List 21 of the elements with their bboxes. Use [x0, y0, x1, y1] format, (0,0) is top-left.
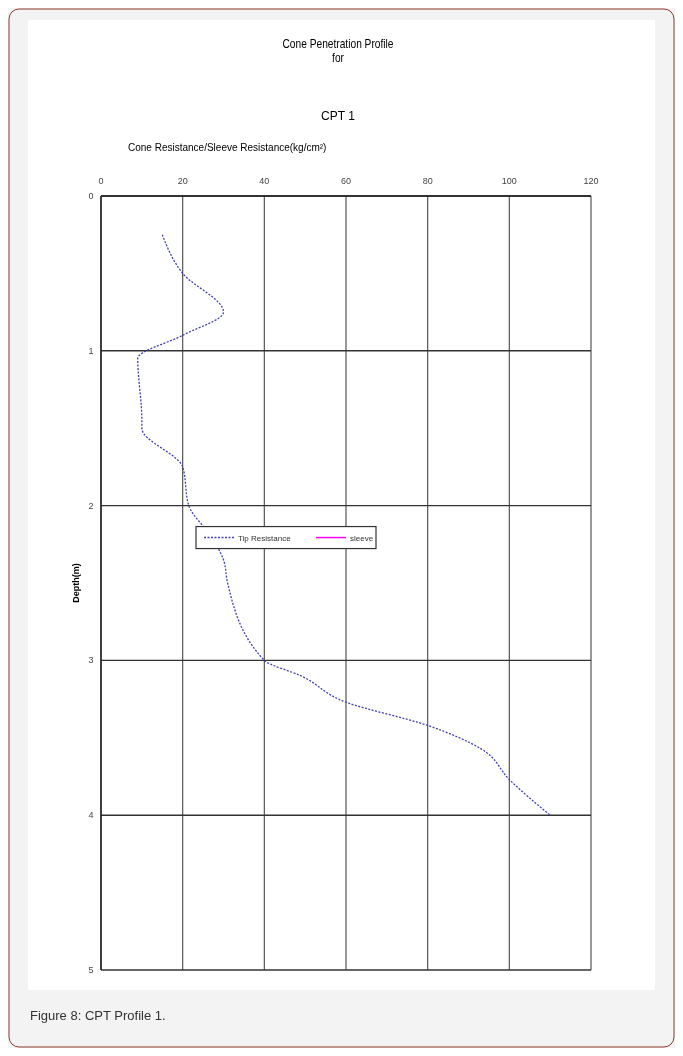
y-tick-label: 3 [88, 655, 94, 666]
line-series [137, 234, 551, 816]
x-axis-title: Cone Resistance/Sleeve Resistance(kg/cm²) [128, 142, 327, 153]
legend-label: sleeve [350, 533, 374, 543]
x-tick-label: 120 [583, 176, 599, 186]
y-tick-label: 0 [88, 191, 94, 201]
y-tick-label: 5 [88, 965, 94, 975]
x-tick-label: 40 [259, 176, 270, 186]
y-tick-label: 4 [88, 810, 94, 821]
x-tick-label: 20 [177, 176, 188, 186]
x-tick-label: 60 [340, 176, 352, 186]
legend-label: Tip Resistance [238, 533, 292, 543]
y-tick-label: 1 [88, 345, 94, 356]
caption: Figure 8: CPT Profile 1. [30, 1008, 166, 1023]
y-tick-label: 2 [88, 500, 94, 511]
x-tick-label: 80 [422, 176, 433, 186]
chart-title: Cone Penetration Profile for [282, 37, 394, 65]
chart-subtitle: CPT 1 [321, 109, 356, 123]
x-tick-label: 0 [98, 176, 104, 186]
y-axis-title: Depth(m) [71, 563, 81, 603]
x-tick-label: 100 [501, 176, 517, 186]
